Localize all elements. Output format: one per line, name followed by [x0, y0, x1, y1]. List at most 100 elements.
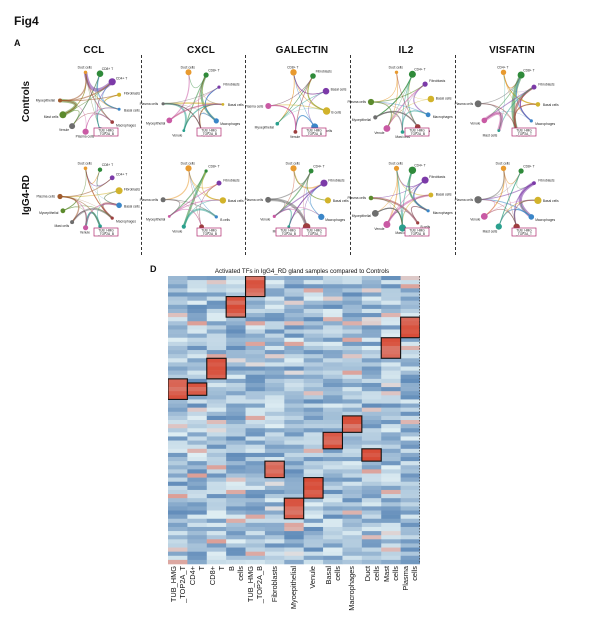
- network-node-b-cells: [416, 221, 420, 225]
- heatmap-cell: [361, 370, 382, 376]
- heatmap-cell: [168, 354, 188, 359]
- heatmap-cell: [342, 395, 363, 400]
- heatmap-cell: [342, 378, 363, 384]
- heatmap-cell: [284, 440, 304, 445]
- network-node-label: Basal cells: [436, 193, 452, 197]
- heatmap-cell: [264, 494, 285, 499]
- heatmap-cell: [381, 362, 401, 367]
- network-node-label: Myoepithelial: [146, 121, 166, 125]
- heatmap-cell: [381, 329, 401, 334]
- heatmap-cell: [206, 461, 227, 466]
- heatmap-cell: [187, 473, 208, 478]
- heatmap-cell: [361, 432, 382, 437]
- heatmap-cell: [323, 473, 343, 478]
- heatmap-cell: [381, 407, 401, 413]
- network-edge: [498, 199, 538, 227]
- heatmap-cell: [206, 333, 227, 339]
- heatmap-cell: [381, 469, 401, 474]
- network-node-label: Fibroblasts: [429, 175, 445, 179]
- heatmap-cell: [342, 391, 363, 396]
- heatmap-cell: [168, 325, 188, 330]
- network-node-venule: [272, 214, 276, 218]
- heatmap-cell: [284, 308, 304, 314]
- heatmap-cell: [284, 547, 304, 552]
- heatmap-cell: [226, 432, 246, 437]
- heatmap-cell: [361, 502, 382, 507]
- heatmap-highlight-block: [264, 460, 285, 479]
- network-node-fibroblasts: [531, 84, 537, 90]
- heatmap-cell: [323, 354, 343, 359]
- heatmap-cell: [187, 555, 208, 561]
- heatmap-cell: [400, 358, 420, 363]
- heatmap-cell: [206, 559, 227, 565]
- network-node-b-cells: [214, 215, 218, 219]
- heatmap-cell: [187, 370, 208, 376]
- highlighted-cell-label: _TOP2A_B: [200, 132, 217, 136]
- heatmap-cell: [342, 407, 363, 413]
- network-node-fibroblasts: [310, 73, 316, 79]
- heatmap-cell: [381, 391, 401, 396]
- heatmap-cell: [264, 481, 285, 487]
- network-node-label: Fibroblasts: [316, 70, 332, 74]
- heatmap-cell: [264, 461, 285, 466]
- heatmap-cell: [226, 308, 246, 314]
- heatmap-cell: [284, 436, 304, 441]
- heatmap-cell: [361, 428, 382, 433]
- heatmap-cell: [168, 292, 188, 297]
- heatmap-cell: [168, 374, 188, 380]
- network-node-mast-cells: [497, 129, 501, 132]
- network-node-myoepithelial: [371, 210, 379, 217]
- heatmap-cell: [206, 378, 227, 384]
- heatmap-cell: [226, 292, 246, 297]
- heatmap-cell: [264, 415, 285, 421]
- heatmap-cell: [400, 531, 420, 536]
- network-node-label: Myoepithelial: [36, 98, 56, 102]
- heatmap-cell: [284, 296, 304, 301]
- heatmap-cell: [226, 329, 246, 334]
- heatmap-cell: [264, 292, 285, 297]
- heatmap-cell: [303, 391, 324, 396]
- heatmap-cell: [245, 477, 266, 483]
- heatmap-cell: [168, 432, 188, 437]
- heatmap-cell: [361, 415, 382, 421]
- heatmap-cell: [342, 424, 363, 429]
- heatmap-cell: [303, 288, 324, 293]
- network-node-plasma-cells: [265, 196, 271, 203]
- heatmap-cell: [187, 551, 208, 557]
- heatmap-cell: [303, 489, 324, 495]
- heatmap-cell: [206, 313, 227, 318]
- heatmap-cell: [284, 345, 304, 351]
- heatmap-cell: [361, 362, 382, 367]
- heatmap-cell: [342, 547, 363, 552]
- heatmap-cell: [361, 436, 382, 441]
- heatmap-cell: [168, 366, 188, 371]
- heatmap-cell: [226, 341, 246, 347]
- heatmap-cell: [303, 436, 324, 441]
- network-edge: [370, 197, 403, 229]
- heatmap-cell: [323, 403, 343, 408]
- network-edge: [168, 103, 223, 121]
- heatmap-cell: [303, 382, 324, 388]
- network-node-duct-cells: [185, 69, 192, 76]
- heatmap-cell: [400, 522, 420, 528]
- heatmap-cell: [226, 325, 246, 330]
- network-node-label: Fibroblasts: [124, 91, 140, 95]
- network-node-venule: [181, 224, 186, 229]
- heatmap-cell: [361, 510, 382, 515]
- heatmap-cell: [284, 350, 304, 355]
- heatmap-cell: [226, 465, 246, 470]
- heatmap-cell: [245, 370, 266, 376]
- network-node-label: CD4+ T: [116, 76, 127, 80]
- network-node-basal-cells: [534, 196, 542, 204]
- heatmap-cell: [206, 518, 227, 524]
- heatmap-cell: [245, 391, 266, 396]
- heatmap-cell: [245, 469, 266, 474]
- heatmap-cell: [342, 432, 363, 437]
- heatmap-cell: [323, 514, 343, 520]
- heatmap-cell: [206, 288, 227, 293]
- heatmap-cell: [226, 539, 246, 544]
- heatmap-cell: [264, 382, 285, 388]
- network-edge: [478, 168, 505, 201]
- heatmap-cell: [206, 477, 227, 483]
- heatmap-cell: [264, 329, 285, 334]
